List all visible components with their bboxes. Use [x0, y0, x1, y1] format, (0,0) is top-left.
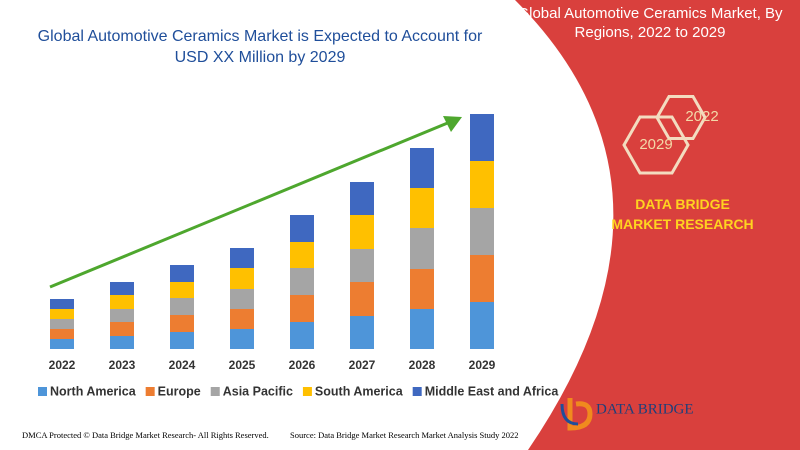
bar-segment [110, 336, 134, 349]
bar-segment [290, 242, 314, 268]
legend-label: Asia Pacific [223, 384, 293, 398]
bar-segment [110, 322, 134, 336]
logo-text: DATA BRIDGE [596, 401, 694, 417]
bar-segment [470, 114, 494, 161]
arrow-head [443, 116, 462, 132]
bar-segment [470, 208, 494, 255]
bar-segment [350, 316, 374, 349]
bar-segment [110, 282, 134, 295]
bar-segment [230, 329, 254, 349]
bar-segment [350, 215, 374, 249]
x-tick-label: 2025 [229, 358, 256, 372]
bar-segment [230, 268, 254, 289]
bar-segment [170, 265, 194, 282]
bar-segment [50, 319, 74, 329]
bar-segment [230, 289, 254, 309]
bar-segment [110, 295, 134, 309]
logo-icon [560, 398, 593, 431]
red-panel [515, 0, 800, 450]
bar-segment [110, 309, 134, 322]
panel-title: Global Automotive Ceramics Market, By Re… [517, 5, 783, 41]
bar-segment [350, 282, 374, 316]
bar-segment [170, 282, 194, 298]
x-tick-label: 2022 [49, 358, 76, 372]
bar-segment [50, 339, 74, 349]
hexagon [622, 115, 690, 175]
footer-right: Source: Data Bridge Market Research Mark… [290, 430, 519, 440]
x-tick-label: 2028 [409, 358, 436, 372]
bar-segment [410, 148, 434, 188]
legend-swatch [145, 387, 155, 396]
bar-segment [410, 188, 434, 228]
bar-segment [290, 268, 314, 295]
legend-label: Middle East and Africa [425, 384, 560, 398]
bar-segment [410, 228, 434, 269]
bar-segment [350, 182, 374, 215]
legend-label: North America [50, 384, 137, 398]
bar-segment [290, 322, 314, 349]
trend-arrow [49, 120, 451, 289]
bar-segment [230, 309, 254, 329]
x-tick-label: 2024 [169, 358, 196, 372]
x-tick-label: 2026 [289, 358, 316, 372]
bar-segment [170, 298, 194, 315]
legend-swatch [38, 387, 47, 396]
bar-segment [170, 332, 194, 349]
bar-segment [290, 215, 314, 242]
bar-segment [470, 161, 494, 208]
x-tick-label: 2027 [349, 358, 376, 372]
brand-text: DATA BRIDGE MARKET RESEARCH [611, 196, 754, 232]
x-tick-label: 2023 [109, 358, 136, 372]
hex-label: 2022 [685, 108, 718, 125]
bar-segment [350, 249, 374, 282]
chart-title: Global Automotive Ceramics Market is Exp… [37, 28, 483, 66]
bar-segment [50, 299, 74, 309]
bar-segment [50, 309, 74, 319]
legend-swatch [302, 387, 312, 396]
legend-swatch [412, 387, 422, 396]
footer-left: DMCA Protected © Data Bridge Market Rese… [22, 430, 269, 440]
legend-label: Europe [158, 384, 201, 398]
bar-segment [290, 295, 314, 322]
x-tick-label: 2029 [469, 358, 496, 372]
bar-segment [410, 309, 434, 349]
bar-segment [410, 269, 434, 309]
legend-swatch [210, 387, 220, 396]
hex-label: 2029 [639, 136, 672, 153]
bar-segment [170, 315, 194, 332]
bar-segment [50, 329, 74, 339]
bar-segment [230, 248, 254, 268]
bar-segment [470, 302, 494, 349]
legend-label: South America [315, 384, 404, 398]
bar-segment [470, 255, 494, 302]
